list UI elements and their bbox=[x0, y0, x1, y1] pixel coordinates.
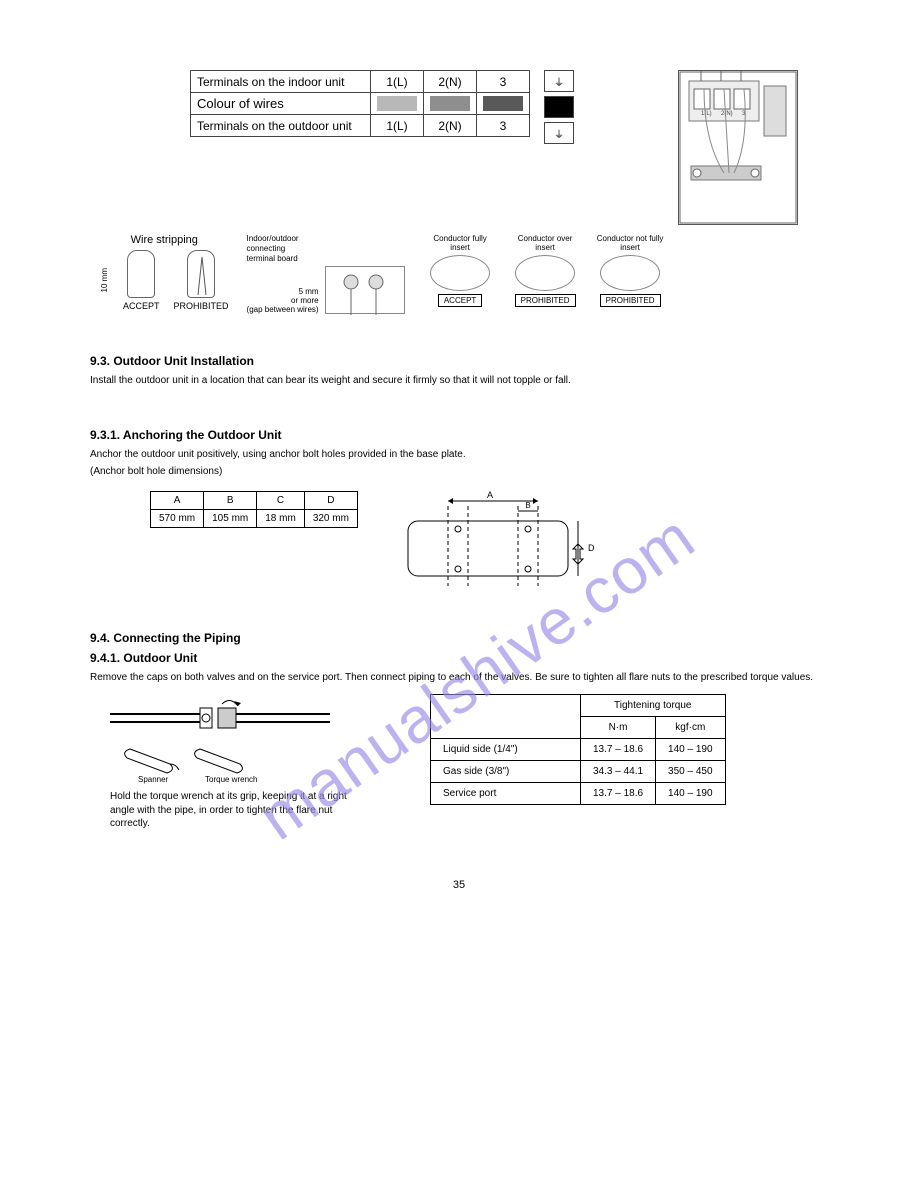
svg-text:A: A bbox=[487, 491, 493, 500]
torque-port-k: 140 – 190 bbox=[656, 783, 726, 805]
section-anchor-body: Anchor the outdoor unit positively, usin… bbox=[90, 448, 828, 462]
torque-header: Tightening torque bbox=[581, 695, 726, 717]
terminals-col2: 2(N) bbox=[424, 71, 477, 93]
dim-v-b: 105 mm bbox=[204, 509, 257, 527]
section-install-body: Install the outdoor unit in a location t… bbox=[90, 374, 828, 388]
strip-accept-icon bbox=[127, 250, 155, 298]
cond2-tag: PROHIBITED bbox=[515, 294, 576, 307]
outdoor-terminal-diagram: 1(L) 2(N) 3 bbox=[678, 70, 798, 225]
cond3-diagram bbox=[600, 255, 660, 291]
terminals-indoor-label: Terminals on the indoor unit bbox=[191, 71, 371, 93]
wire-stripping-block: Wire stripping 10 mm ACCEPT PROHIBITED bbox=[100, 234, 229, 311]
terminals-colour-label: Colour of wires bbox=[191, 93, 371, 115]
tb-gap3: (gap between wires) bbox=[247, 305, 319, 314]
terminal-board-diagram bbox=[325, 266, 405, 314]
cond2-diagram bbox=[515, 255, 575, 291]
section-anchor-dims: (Anchor bolt hole dimensions) bbox=[90, 465, 828, 479]
earth-icon-bottom: ⏚ bbox=[544, 122, 574, 144]
torque-table: Tightening torque N·m kgf·cm Liquid side… bbox=[430, 694, 726, 805]
section-install-title: 9.3. Outdoor Unit Installation bbox=[90, 354, 828, 368]
anchor-dim-table: A B C D 570 mm 105 mm 18 mm 320 mm bbox=[150, 491, 358, 528]
torque-diagram-block: Spanner Torque wrench Hold the torque wr… bbox=[110, 694, 370, 831]
torque-liq-label: Liquid side (1/4") bbox=[431, 739, 581, 761]
tb-gap2: or more bbox=[247, 296, 319, 305]
strip-dimension: 10 mm bbox=[100, 268, 109, 292]
section-piping-title: 9.4. Connecting the Piping bbox=[90, 631, 828, 645]
dim-v-d: 320 mm bbox=[304, 509, 357, 527]
earth-colour-swatch bbox=[544, 96, 574, 118]
terminals-col3b: 3 bbox=[477, 115, 530, 137]
svg-text:D: D bbox=[588, 543, 595, 553]
cond2-caption: Conductor over insert bbox=[508, 234, 583, 252]
section-piping-sub: 9.4.1. Outdoor Unit bbox=[90, 651, 828, 665]
strip-prohibited-icon bbox=[187, 250, 215, 298]
conductor-insert-group: Conductor fully insert ACCEPT Conductor … bbox=[423, 234, 668, 307]
tb-line2: connecting bbox=[247, 244, 405, 254]
cond1-caption: Conductor fully insert bbox=[423, 234, 498, 252]
dim-h-b: B bbox=[204, 491, 257, 509]
torque-gas-label: Gas side (3/8") bbox=[431, 761, 581, 783]
dim-h-c: C bbox=[257, 491, 305, 509]
terminals-col1: 1(L) bbox=[371, 71, 424, 93]
section-anchor-title: 9.3.1. Anchoring the Outdoor Unit bbox=[90, 428, 828, 442]
svg-text:1(L): 1(L) bbox=[701, 111, 712, 117]
earth-icon-top: ⏚ bbox=[544, 70, 574, 92]
terminal-board-block: Indoor/outdoor connecting terminal board… bbox=[247, 234, 405, 314]
torque-sub-nm: N·m bbox=[581, 717, 656, 739]
terminals-outdoor-label: Terminals on the outdoor unit bbox=[191, 115, 371, 137]
svg-text:2(N): 2(N) bbox=[721, 111, 733, 117]
section-piping-body: Remove the caps on both valves and on th… bbox=[90, 671, 828, 685]
dim-h-a: A bbox=[151, 491, 204, 509]
colour-swatch-2 bbox=[424, 93, 477, 115]
strip-accept-label: ACCEPT bbox=[123, 301, 160, 311]
torque-note: Hold the torque wrench at its grip, keep… bbox=[110, 790, 370, 831]
anchor-bolt-diagram: A B D bbox=[398, 491, 618, 591]
terminals-col2b: 2(N) bbox=[424, 115, 477, 137]
dim-h-d: D bbox=[304, 491, 357, 509]
cond3-caption: Conductor not fully insert bbox=[593, 234, 668, 252]
svg-text:B: B bbox=[525, 501, 530, 510]
terminals-col1b: 1(L) bbox=[371, 115, 424, 137]
torque-port-label: Service port bbox=[431, 783, 581, 805]
torque-gas-nm: 34.3 – 44.1 bbox=[581, 761, 656, 783]
tb-line1: Indoor/outdoor bbox=[247, 234, 405, 244]
terminals-col3: 3 bbox=[477, 71, 530, 93]
tb-line3: terminal board bbox=[247, 254, 405, 264]
tb-gap1: 5 mm bbox=[247, 287, 319, 296]
colour-swatch-1 bbox=[371, 93, 424, 115]
torque-port-nm: 13.7 – 18.6 bbox=[581, 783, 656, 805]
wrench-label-1: Spanner bbox=[138, 775, 169, 784]
cond1-diagram bbox=[430, 255, 490, 291]
torque-liq-nm: 13.7 – 18.6 bbox=[581, 739, 656, 761]
page-number: 35 bbox=[453, 879, 465, 891]
dim-v-a: 570 mm bbox=[151, 509, 204, 527]
colour-swatch-3 bbox=[477, 93, 530, 115]
torque-liq-k: 140 – 190 bbox=[656, 739, 726, 761]
cond1-tag: ACCEPT bbox=[438, 294, 482, 307]
strip-prohibited-label: PROHIBITED bbox=[174, 301, 229, 311]
torque-gas-k: 350 – 450 bbox=[656, 761, 726, 783]
dim-v-c: 18 mm bbox=[257, 509, 305, 527]
cond3-tag: PROHIBITED bbox=[600, 294, 661, 307]
torque-sub-kgfcm: kgf·cm bbox=[656, 717, 726, 739]
terminals-table: Terminals on the indoor unit 1(L) 2(N) 3… bbox=[190, 70, 530, 137]
wrench-label-2: Torque wrench bbox=[205, 775, 257, 784]
wire-stripping-title: Wire stripping bbox=[100, 234, 229, 246]
